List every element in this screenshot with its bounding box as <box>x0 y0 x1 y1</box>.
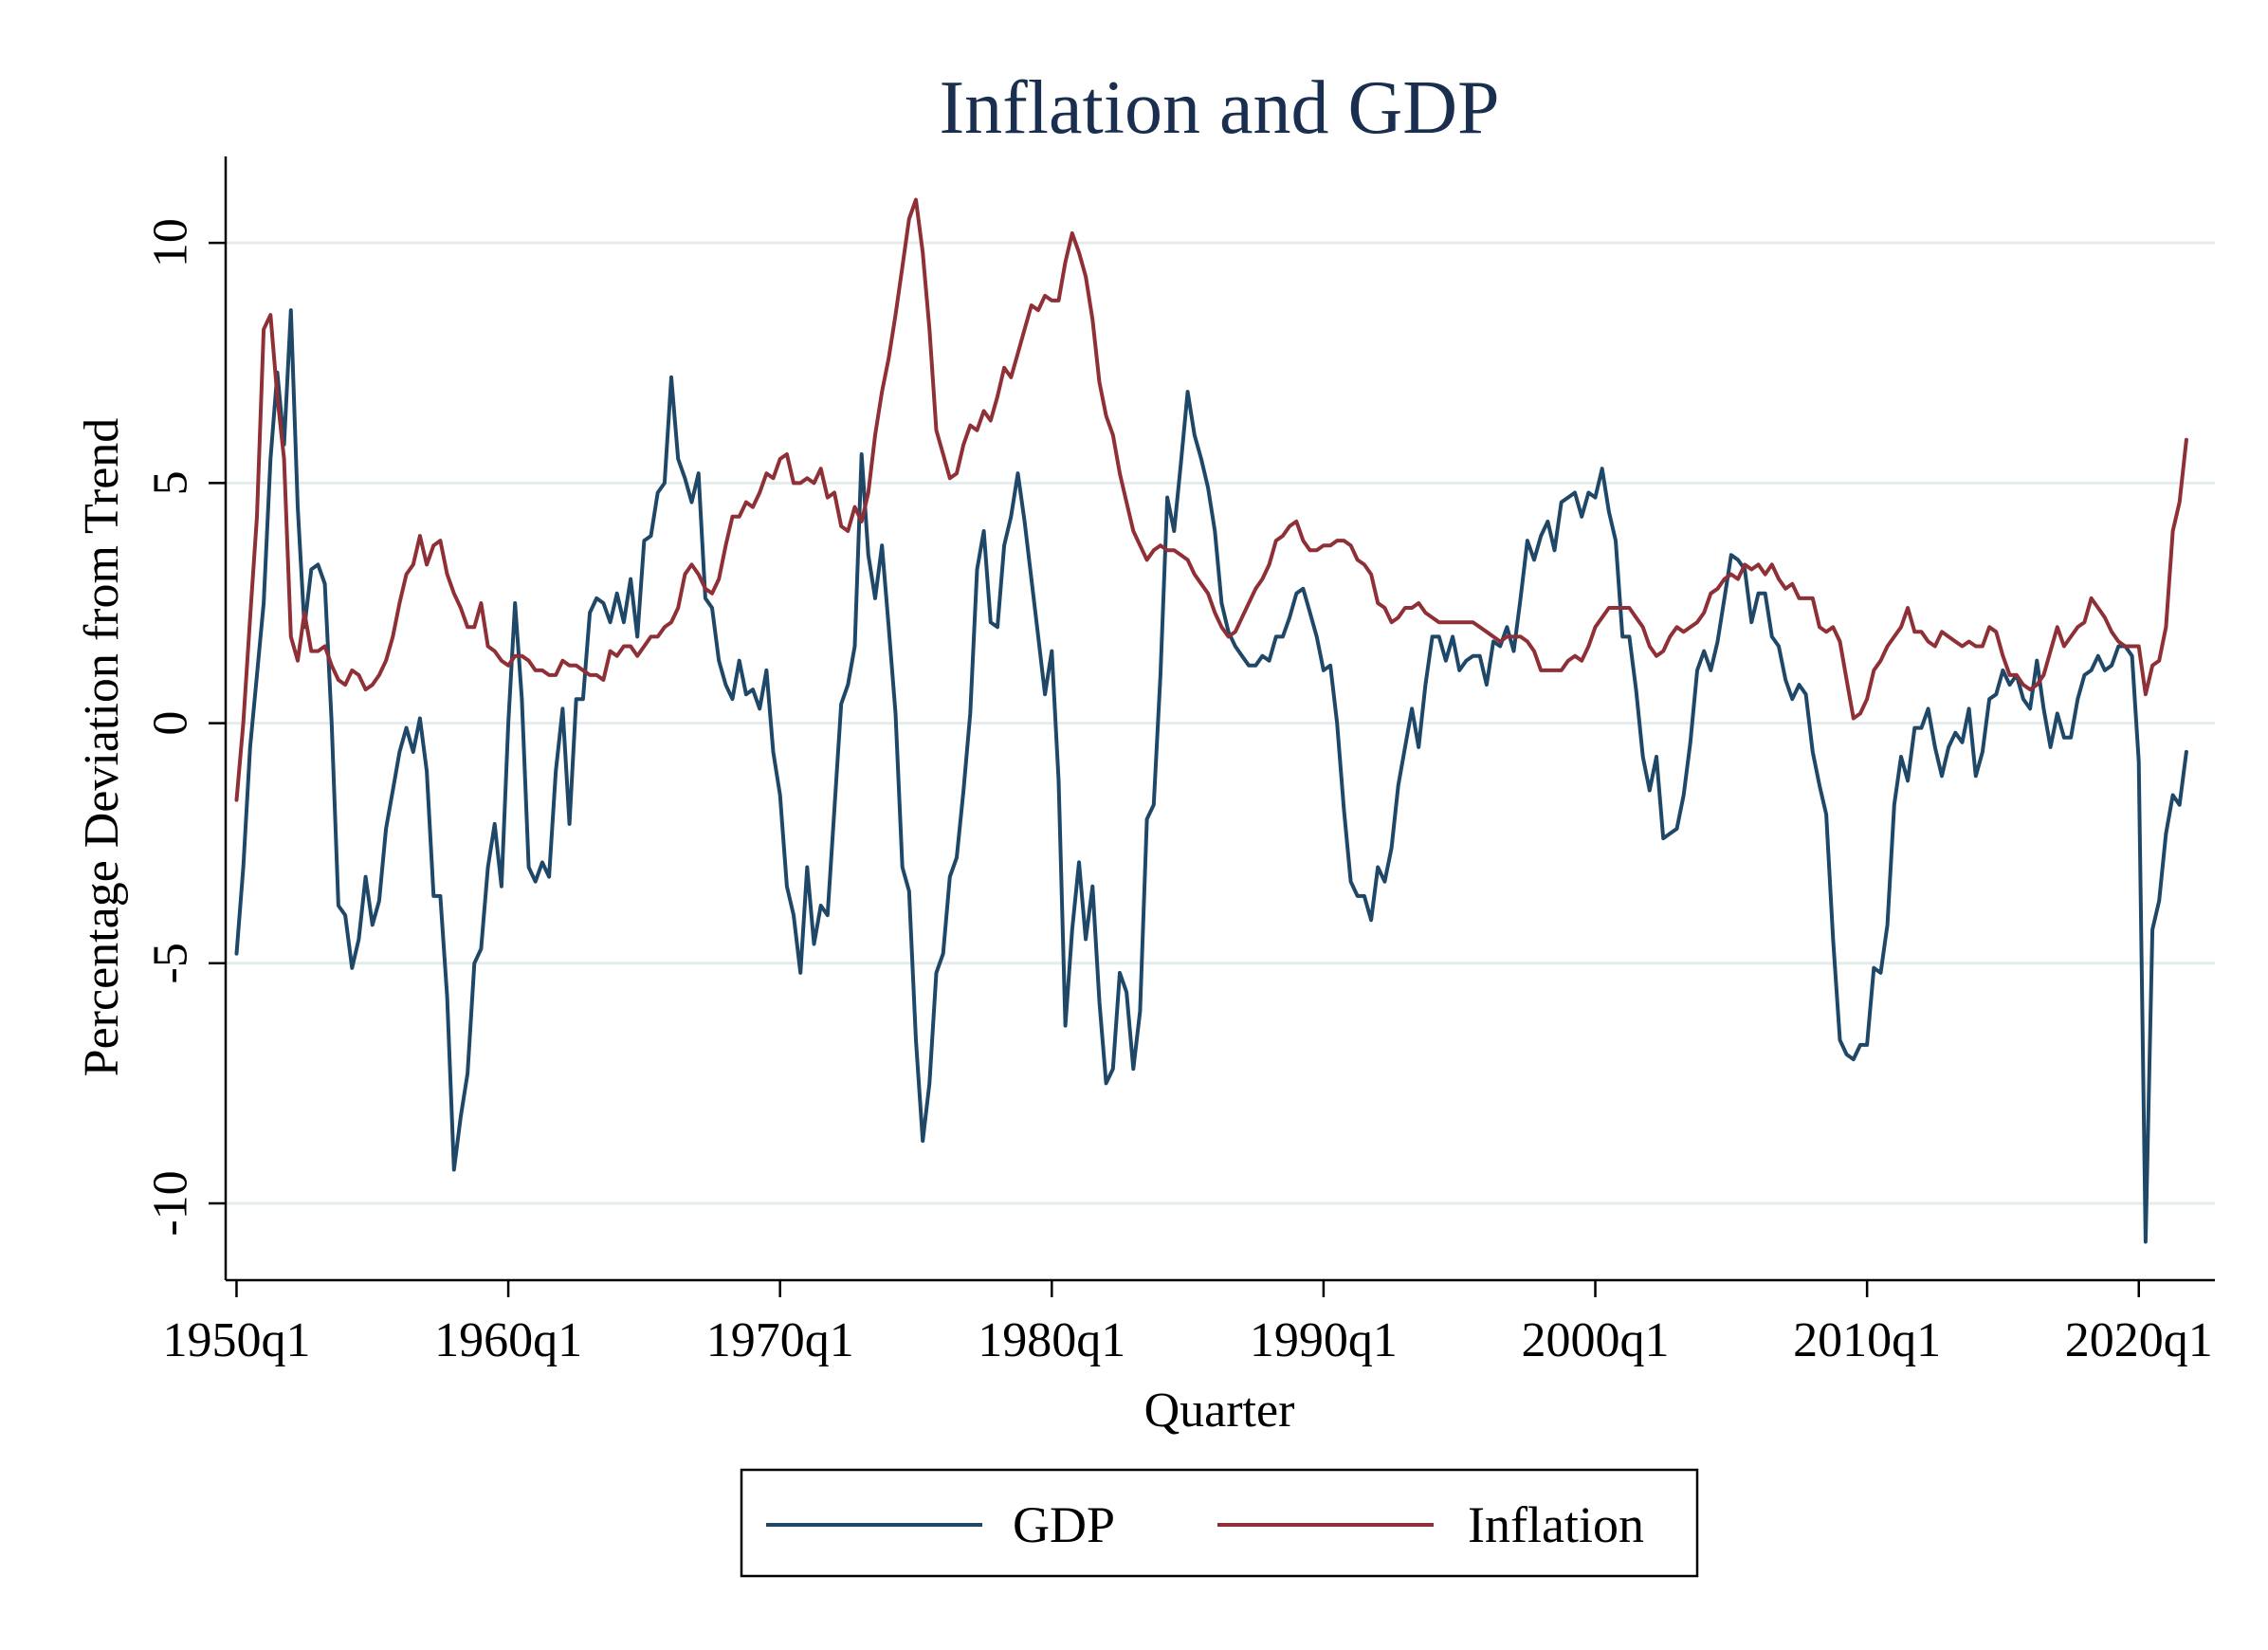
y-tick-label: -10 <box>144 1170 198 1236</box>
x-tick-label: 2010q1 <box>1793 1313 1941 1367</box>
x-tick-label: 2020q1 <box>2065 1313 2213 1367</box>
y-tick-label: 10 <box>144 218 198 267</box>
x-tick-label: 1990q1 <box>1250 1313 1398 1367</box>
legend-label-inflation: Inflation <box>1468 1496 1644 1553</box>
y-tick-label: 0 <box>144 711 198 736</box>
series-line-gdp <box>234 308 2188 1244</box>
x-axis-label: Quarter <box>1144 1384 1295 1438</box>
x-ticks: 1950q1 1960q1 1970q1 1980q1 1990q1 2000q1 2010… <box>162 1280 2213 1367</box>
x-tick-label: 1980q1 <box>978 1313 1125 1367</box>
chart-title: Inflation and GDP <box>939 66 1499 150</box>
series-line-inflation <box>234 197 2188 802</box>
legend-label-gdp: GDP <box>1013 1496 1115 1553</box>
legend: GDP Inflation <box>740 1468 1699 1578</box>
x-tick-label: 2000q1 <box>1522 1313 1670 1367</box>
x-tick-label: 1960q1 <box>434 1313 582 1367</box>
x-tick-label: 1970q1 <box>706 1313 854 1367</box>
y-tick-label: 5 <box>144 470 198 495</box>
x-tick-label: 1950q1 <box>162 1313 310 1367</box>
y-ticks: -10 -5 0 5 10 <box>144 218 226 1237</box>
series-lines <box>234 197 2188 1244</box>
y-axis-label: Percentage Deviation from Trend <box>75 418 129 1077</box>
y-tick-label: -5 <box>144 943 198 983</box>
